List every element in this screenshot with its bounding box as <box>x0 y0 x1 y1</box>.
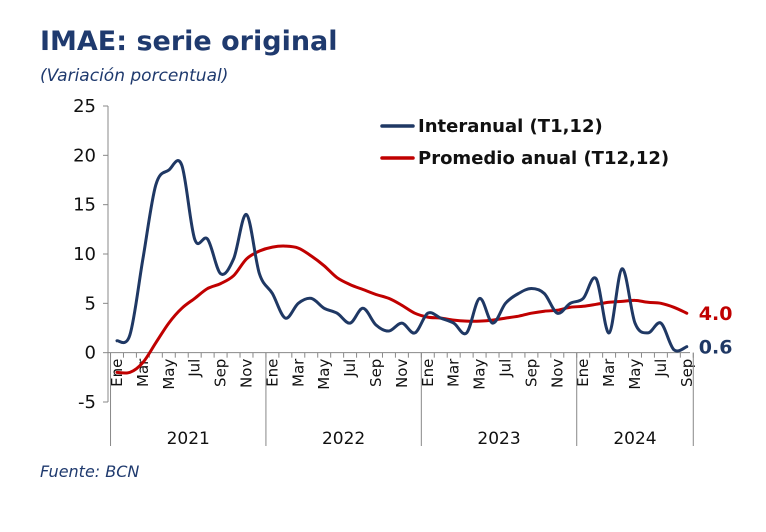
chart-axes: -5 0 5 10 15 20 25 Ene Mar May Jul Sep Nov Ene Mar May J… <box>73 96 696 449</box>
x-month-label: Mar <box>289 358 307 387</box>
x-month-label: Ene <box>263 359 281 387</box>
x-month-label: Jul <box>652 359 670 378</box>
x-month-label: Sep <box>678 359 696 387</box>
legend-label-interanual: Interanual (T1,12) <box>418 116 603 137</box>
x-month-label: May <box>315 359 333 390</box>
y-tick-label: 20 <box>73 145 96 166</box>
year-label: 2022 <box>322 429 365 449</box>
y-tick-label: 5 <box>85 293 96 314</box>
chart-title: IMAE: serie original <box>40 26 338 57</box>
y-tick-label: 15 <box>73 195 96 216</box>
x-month-label: Sep <box>367 359 385 387</box>
x-month-label: Ene <box>574 359 592 387</box>
y-tick-label: -5 <box>78 392 96 413</box>
end-label-interanual: 0.6 <box>699 337 733 359</box>
x-month-label: Mar <box>600 358 618 387</box>
x-month-label: Sep <box>522 359 540 387</box>
series-line-interanual <box>115 159 689 353</box>
x-month-label: May <box>471 359 489 390</box>
end-label-promedio: 4.0 <box>699 303 733 325</box>
x-month-label: Mar <box>445 358 463 387</box>
x-month-label: Nov <box>238 359 256 388</box>
x-month-label: Nov <box>393 359 411 388</box>
legend-label-promedio: Promedio anual (T12,12) <box>418 148 669 169</box>
x-month-label: May <box>626 359 644 390</box>
x-month-label: Jul <box>186 359 204 378</box>
x-month-label: Sep <box>212 359 230 387</box>
year-label: 2023 <box>477 429 520 449</box>
x-month-label: Ene <box>419 359 437 387</box>
x-month-label: May <box>160 359 178 390</box>
year-label: 2024 <box>613 429 656 449</box>
chart-subtitle: (Variación porcentual) <box>40 66 229 86</box>
year-label: 2021 <box>167 429 210 449</box>
x-month-label: Jul <box>497 359 515 378</box>
x-month-label: Nov <box>548 359 566 388</box>
source-note: Fuente: BCN <box>40 462 140 481</box>
y-tick-label: 0 <box>85 343 96 364</box>
y-tick-label: 10 <box>73 244 96 265</box>
chart-legend: Interanual (T1,12) Promedio anual (T12,12… <box>380 116 669 169</box>
y-tick-label: 25 <box>73 96 96 117</box>
chart-series: 4.0 0.6 <box>115 159 733 375</box>
series-line-promedio <box>115 244 689 375</box>
x-month-label: Jul <box>341 359 359 378</box>
